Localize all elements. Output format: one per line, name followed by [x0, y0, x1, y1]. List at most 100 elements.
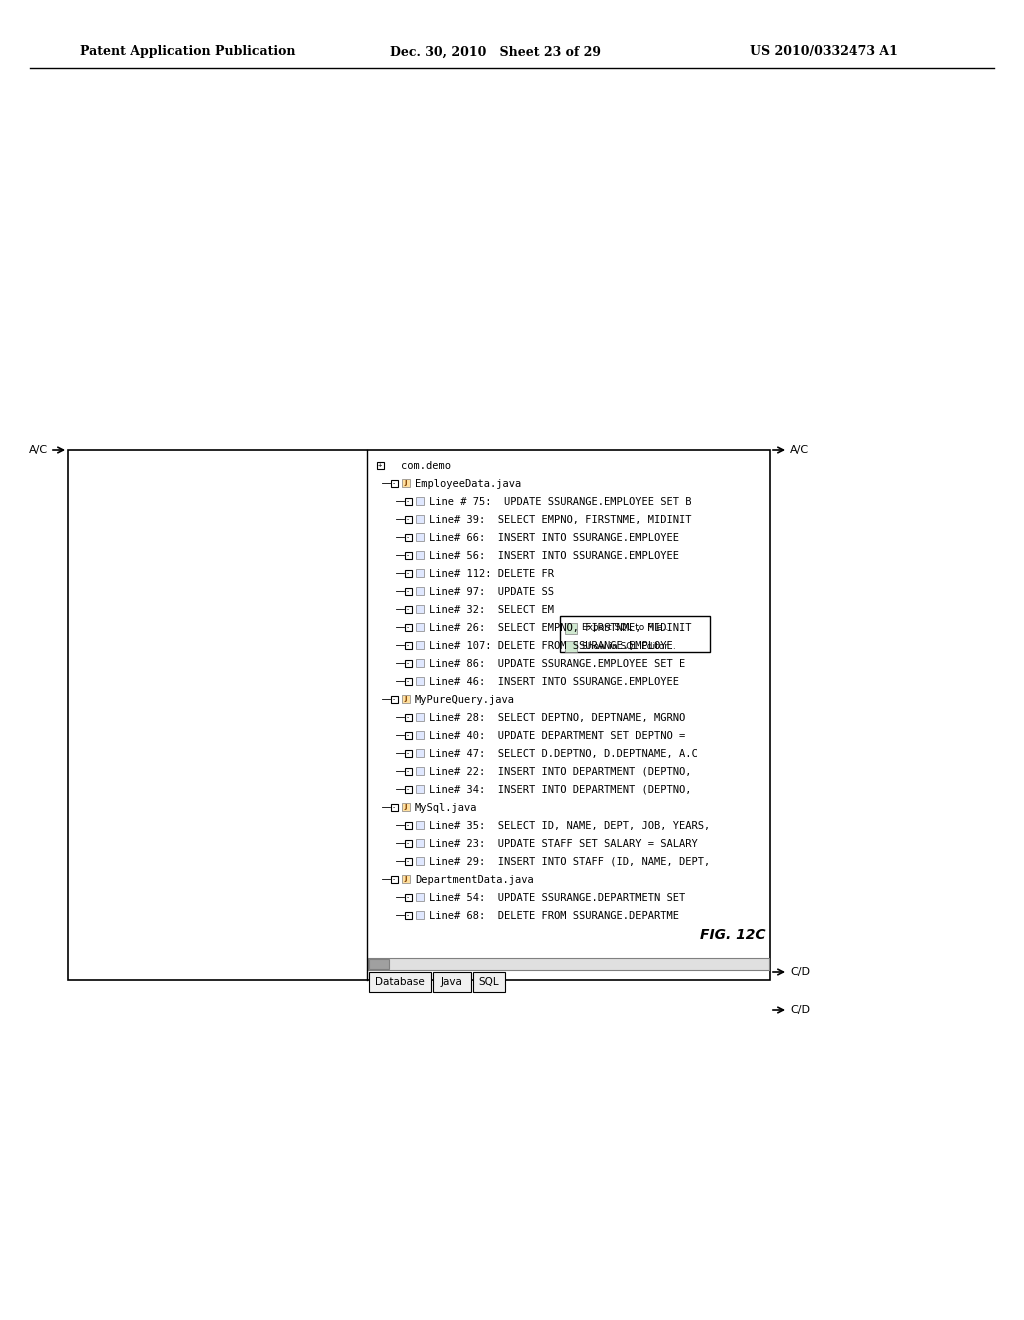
Bar	[433, 972, 471, 993]
Bar	[404, 516, 412, 523]
Text: Line# 47:  SELECT D.DEPTNO, D.DEPTNAME, A.C: Line# 47: SELECT D.DEPTNO, D.DEPTNAME, A…	[429, 748, 697, 759]
Bar	[404, 606, 412, 612]
Text: Line# 68:  DELETE FROM SSURANGE.DEPARTME: Line# 68: DELETE FROM SSURANGE.DEPARTME	[429, 911, 679, 921]
Text: Line# 29:  INSERT INTO STAFF (ID, NAME, DEPT,: Line# 29: INSERT INTO STAFF (ID, NAME, D…	[429, 857, 711, 867]
Bar	[402, 479, 410, 487]
Text: -: -	[406, 552, 411, 558]
Text: -: -	[406, 606, 411, 612]
Bar	[404, 894, 412, 900]
Text: DepartmentData.java: DepartmentData.java	[415, 875, 534, 884]
Bar	[390, 696, 397, 702]
Bar	[402, 696, 410, 704]
Text: Line# 97:  UPDATE SS: Line# 97: UPDATE SS	[429, 587, 554, 597]
Text: EmployeeData.java: EmployeeData.java	[415, 479, 521, 488]
Text: J: J	[404, 480, 408, 486]
Text: J: J	[404, 804, 408, 810]
Text: -: -	[406, 587, 411, 594]
Text: -: -	[406, 840, 411, 846]
Text: -: -	[406, 516, 411, 521]
Bar	[404, 642, 412, 648]
Bar	[404, 821, 412, 829]
Bar	[416, 748, 424, 756]
Text: Line # 75:  UPDATE SSURANGE.EMPLOYEE SET B: Line # 75: UPDATE SSURANGE.EMPLOYEE SET …	[429, 498, 691, 507]
Text: MyPureQuery.java: MyPureQuery.java	[415, 696, 515, 705]
Text: -: -	[406, 498, 411, 504]
Bar	[368, 958, 769, 970]
Text: Show in SQL Editor...: Show in SQL Editor...	[582, 642, 676, 651]
Bar	[416, 569, 424, 577]
Text: Export SQL to File...: Export SQL to File...	[582, 623, 671, 632]
Text: -: -	[406, 642, 411, 648]
Bar	[404, 750, 412, 756]
Bar	[404, 533, 412, 540]
Bar	[416, 840, 424, 847]
Text: -: -	[406, 768, 411, 774]
Text: -: -	[406, 858, 411, 865]
Bar	[565, 642, 577, 652]
Text: J: J	[404, 876, 408, 882]
Bar	[416, 642, 424, 649]
Text: Line# 23:  UPDATE STAFF SET SALARY = SALARY: Line# 23: UPDATE STAFF SET SALARY = SALA…	[429, 840, 697, 849]
Text: -: -	[406, 678, 411, 684]
Text: Line# 26:  SELECT EMPNO, FIRSTNME, MIDINIT: Line# 26: SELECT EMPNO, FIRSTNME, MIDINI…	[429, 623, 691, 634]
Text: -: -	[392, 804, 396, 810]
Bar	[404, 623, 412, 631]
Bar	[416, 713, 424, 721]
Text: Java: Java	[441, 977, 463, 987]
Text: Line# 66:  INSERT INTO SSURANGE.EMPLOYEE: Line# 66: INSERT INTO SSURANGE.EMPLOYEE	[429, 533, 679, 543]
Text: Line# 40:  UPDATE DEPARTMENT SET DEPTNO =: Line# 40: UPDATE DEPARTMENT SET DEPTNO =	[429, 731, 685, 741]
Bar	[404, 912, 412, 919]
Text: -: -	[406, 624, 411, 630]
Text: -: -	[406, 714, 411, 719]
Bar	[377, 462, 384, 469]
Text: A/C: A/C	[29, 445, 48, 455]
Bar	[560, 616, 710, 652]
Bar	[68, 450, 770, 979]
Text: -: -	[406, 912, 411, 917]
Bar	[404, 498, 412, 504]
Text: -: -	[392, 876, 396, 882]
Bar	[416, 785, 424, 793]
Bar	[416, 857, 424, 865]
Bar	[369, 960, 389, 969]
Bar	[416, 623, 424, 631]
Text: J: J	[404, 696, 408, 702]
Text: Line# 22:  INSERT INTO DEPARTMENT (DEPTNO,: Line# 22: INSERT INTO DEPARTMENT (DEPTNO…	[429, 767, 691, 777]
Text: Line# 32:  SELECT EM: Line# 32: SELECT EM	[429, 605, 554, 615]
Bar	[369, 972, 431, 993]
Bar	[416, 894, 424, 902]
Text: Patent Application Publication: Patent Application Publication	[80, 45, 296, 58]
Text: -: -	[392, 480, 396, 486]
Bar	[404, 785, 412, 792]
Text: Database: Database	[375, 977, 425, 987]
Bar	[473, 972, 505, 993]
Bar	[402, 803, 410, 810]
Text: Line# 86:  UPDATE SSURANGE.EMPLOYEE SET E: Line# 86: UPDATE SSURANGE.EMPLOYEE SET E	[429, 659, 685, 669]
Text: MySql.java: MySql.java	[415, 803, 477, 813]
Text: Line# 34:  INSERT INTO DEPARTMENT (DEPTNO,: Line# 34: INSERT INTO DEPARTMENT (DEPTNO…	[429, 785, 691, 795]
Bar	[404, 840, 412, 846]
Text: -: -	[406, 733, 411, 738]
Bar	[416, 659, 424, 667]
Text: Line# 46:  INSERT INTO SSURANGE.EMPLOYEE: Line# 46: INSERT INTO SSURANGE.EMPLOYEE	[429, 677, 679, 686]
Text: +: +	[378, 462, 382, 469]
Text: Line# 28:  SELECT DEPTNO, DEPTNAME, MGRNO: Line# 28: SELECT DEPTNO, DEPTNAME, MGRNO	[429, 713, 685, 723]
Text: SQL: SQL	[478, 977, 500, 987]
Text: C/D: C/D	[790, 1005, 810, 1015]
Bar	[416, 677, 424, 685]
Bar	[390, 875, 397, 883]
Text: FIG. 12C: FIG. 12C	[699, 928, 765, 942]
Bar	[404, 767, 412, 775]
Text: Dec. 30, 2010   Sheet 23 of 29: Dec. 30, 2010 Sheet 23 of 29	[390, 45, 601, 58]
Text: -: -	[406, 894, 411, 900]
Bar	[390, 804, 397, 810]
Text: Line# 112: DELETE FR: Line# 112: DELETE FR	[429, 569, 554, 579]
Bar	[404, 858, 412, 865]
Bar	[404, 731, 412, 738]
Bar	[416, 767, 424, 775]
Bar	[404, 714, 412, 721]
Bar	[416, 911, 424, 919]
Text: -: -	[406, 660, 411, 667]
Bar	[416, 821, 424, 829]
Text: C/D: C/D	[790, 968, 810, 977]
